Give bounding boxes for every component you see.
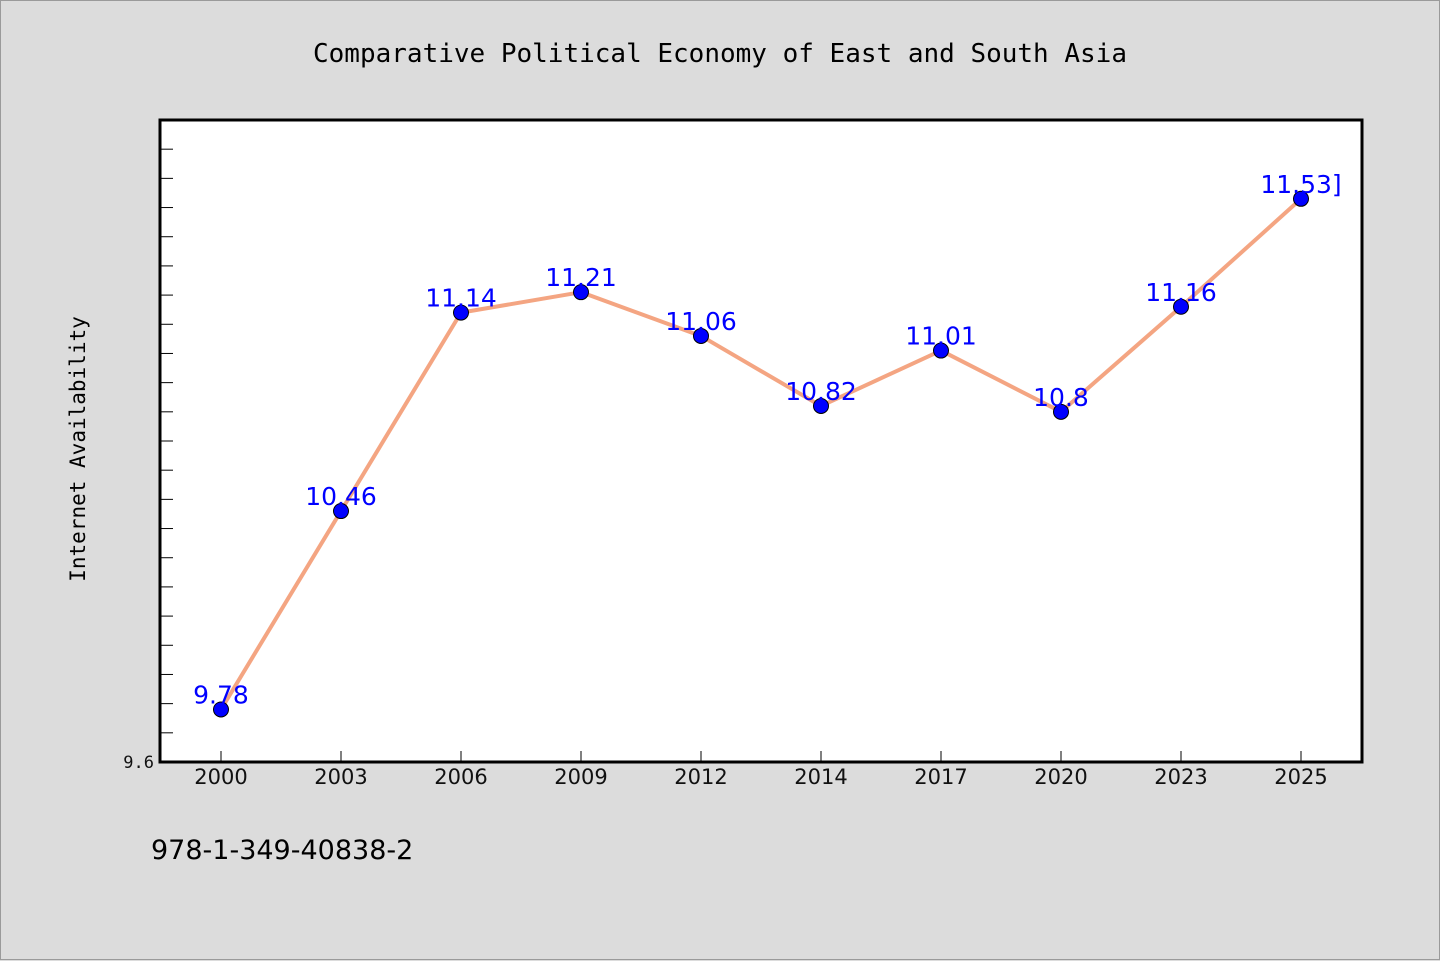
data-label: 10.46 — [305, 482, 377, 511]
data-point — [1293, 190, 1309, 207]
data-markers — [213, 190, 1309, 718]
data-label: 10.8 — [1033, 383, 1089, 412]
data-labels: 9.78 10.46 11.14 11.21 11.06 10.82 11.01 10.8 11… — [193, 170, 1342, 710]
x-tick-label: 2009 — [554, 765, 607, 789]
x-tick-label: 2000 — [194, 765, 247, 789]
data-point — [1173, 298, 1189, 315]
data-label: 11.01 — [905, 322, 977, 351]
x-tick-label: 2003 — [314, 765, 367, 789]
y-tick-label: 9.6 — [123, 753, 154, 773]
data-point — [933, 342, 949, 359]
series-line-group — [219, 196, 1303, 712]
x-tick-label: 2012 — [674, 765, 727, 789]
data-point — [813, 397, 829, 414]
x-tick-label: 2020 — [1034, 765, 1087, 789]
data-point — [693, 327, 709, 344]
x-tick-label: 2023 — [1154, 765, 1207, 789]
data-label: 9.78 — [193, 680, 249, 709]
x-tick-label: 2017 — [914, 765, 967, 789]
y-axis-label: Internet Availability — [66, 316, 90, 582]
x-tick-label: 2014 — [794, 765, 847, 789]
data-label: 10.82 — [785, 377, 857, 406]
y-axis-ticks: 9.6 — [123, 148, 173, 773]
series-line — [219, 196, 1303, 712]
data-label: 11.53] — [1260, 170, 1341, 199]
plot-area — [158, 118, 1364, 764]
data-label: 11.16 — [1145, 278, 1217, 307]
data-label: 11.21 — [545, 263, 617, 292]
x-tick-label: 2006 — [434, 765, 487, 789]
data-point — [1053, 403, 1069, 420]
data-label: 11.14 — [425, 284, 497, 313]
footer-code: 978-1-349-40838-2 — [151, 835, 414, 866]
data-point — [213, 701, 229, 718]
chart-title: Comparative Political Economy of East an… — [313, 39, 1127, 69]
data-point — [573, 284, 589, 301]
x-axis-ticks: 2000 2003 2006 2009 2012 2014 2017 2020 2023 2025 — [194, 751, 1328, 789]
data-point — [333, 503, 349, 520]
data-point — [453, 304, 469, 321]
data-label: 11.06 — [665, 307, 737, 336]
x-tick-label: 2025 — [1274, 765, 1327, 789]
